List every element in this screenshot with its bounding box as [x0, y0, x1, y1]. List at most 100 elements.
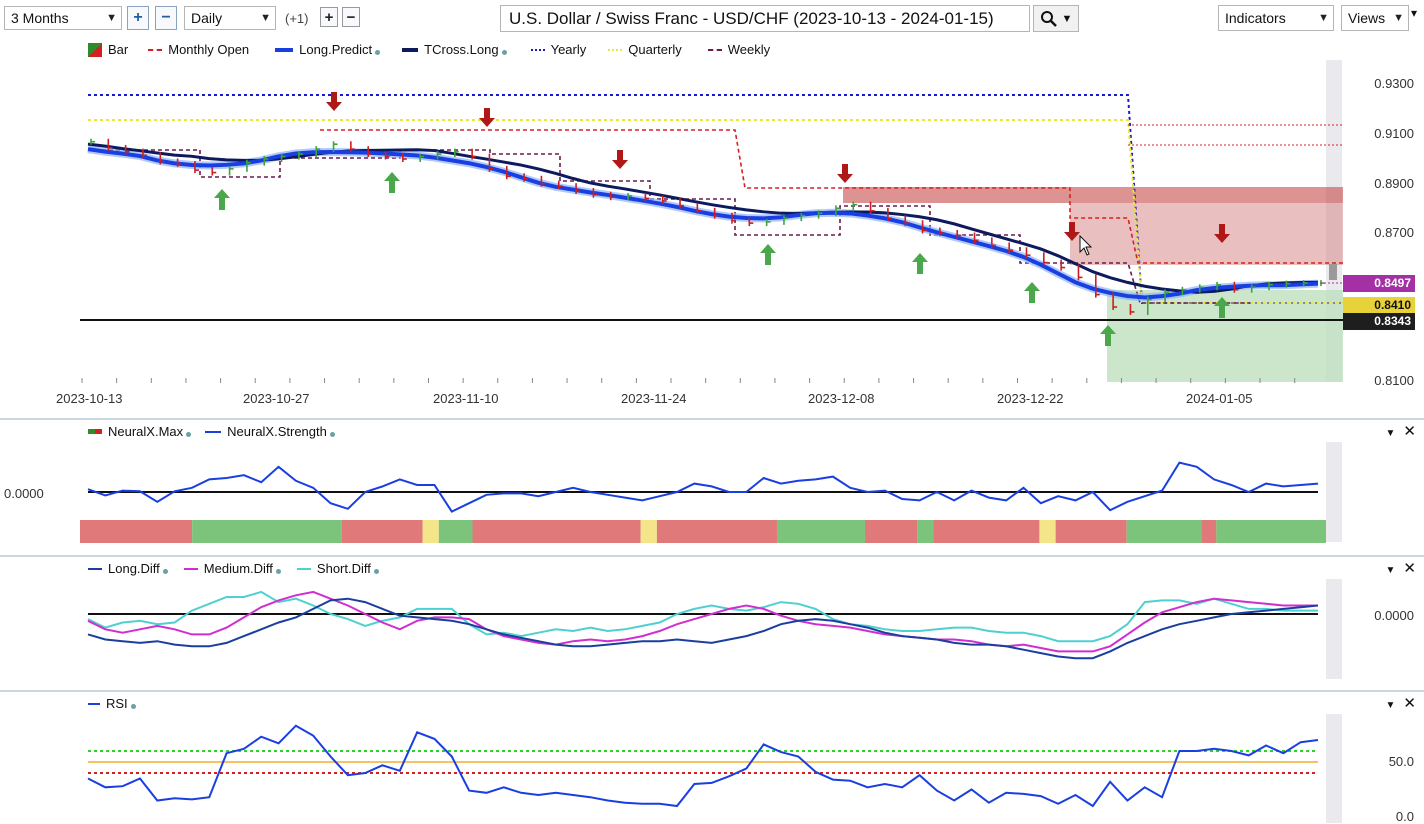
- legend-label: Monthly Open: [168, 42, 250, 57]
- legend-label: Long.Diff: [108, 561, 160, 576]
- long-diff-line: [87, 597, 1319, 660]
- legend-neuralx-strength[interactable]: NeuralX.Strength: [205, 424, 335, 439]
- settings-dot-icon[interactable]: [186, 432, 192, 437]
- line-icon: [88, 702, 100, 705]
- panel-controls: ▼ ✕: [1386, 694, 1416, 712]
- zero-label: 0.0000: [4, 486, 44, 501]
- y-tick-label: 50.0: [1388, 754, 1414, 769]
- rsi-chart[interactable]: [0, 692, 1424, 823]
- y-tick-label: 0.0: [1395, 809, 1414, 824]
- legend-long-predict[interactable]: Long.Predict: [275, 42, 381, 57]
- collapse-icon[interactable]: ▼: [1385, 700, 1396, 711]
- neuralx-max-band: [777, 520, 865, 543]
- price-chart-panel[interactable]: Bar Monthly Open Long.Predict TCross.Lon…: [0, 38, 1424, 418]
- neuralx-max-band: [341, 520, 423, 543]
- settings-dot-icon[interactable]: [130, 704, 136, 709]
- settings-dot-icon[interactable]: [162, 569, 168, 574]
- search-button[interactable]: ▼: [1033, 5, 1079, 32]
- legend-quarterly[interactable]: Quarterly: [608, 42, 682, 57]
- legend-yearly[interactable]: Yearly: [530, 42, 586, 57]
- buy-arrow-icon: [1219, 306, 1225, 318]
- collapse-icon[interactable]: ▼: [1385, 565, 1396, 576]
- line-icon: [183, 567, 198, 570]
- neuralx-max-band: [640, 520, 657, 543]
- last-price-badge: 0.8497: [1343, 275, 1415, 292]
- diff-chart[interactable]: [0, 557, 1424, 690]
- neuralx-max-band: [1039, 520, 1056, 543]
- panel-divider[interactable]: [0, 690, 1424, 692]
- shift-plus-button[interactable]: +: [320, 7, 338, 27]
- chevron-down-icon: ▼: [1393, 12, 1404, 24]
- legend-label: NeuralX.Strength: [227, 424, 327, 439]
- x-date-label: 2023-12-08: [808, 391, 875, 406]
- neuralx-max-band: [192, 520, 342, 543]
- rsi-panel[interactable]: RSI 50.0 0.0 ▼ ✕: [0, 692, 1424, 824]
- panel-divider[interactable]: [0, 418, 1424, 420]
- legend-label: Weekly: [727, 42, 771, 57]
- zoom-out-button[interactable]: −: [155, 6, 177, 30]
- panel-divider[interactable]: [0, 555, 1424, 557]
- diff-panel[interactable]: Long.Diff Medium.Diff Short.Diff 0.0000 …: [0, 557, 1424, 690]
- shift-minus-button[interactable]: −: [342, 7, 360, 27]
- settings-dot-icon[interactable]: [275, 569, 281, 574]
- period-select[interactable]: 3 Months ▼: [4, 6, 122, 30]
- buy-arrow-icon: [765, 253, 771, 265]
- neuralx-strength-line: [87, 461, 1319, 513]
- legend-long-diff[interactable]: Long.Diff: [88, 561, 168, 576]
- collapse-icon[interactable]: ▼: [1385, 428, 1396, 439]
- neuralx-max-band: [422, 520, 439, 543]
- close-icon[interactable]: ✕: [1403, 423, 1416, 440]
- neuralx-chart[interactable]: [0, 420, 1424, 555]
- settings-dot-icon[interactable]: [329, 432, 335, 437]
- line-icon: [205, 430, 222, 433]
- buy-arrow-icon: [1100, 325, 1116, 334]
- legend-monthly-open[interactable]: Monthly Open: [148, 42, 249, 57]
- sell-arrow-icon: [612, 160, 628, 169]
- price-chart[interactable]: [0, 38, 1424, 418]
- close-icon[interactable]: ✕: [1403, 695, 1416, 712]
- settings-dot-icon[interactable]: [501, 50, 507, 55]
- neuralx-max-band: [472, 520, 641, 543]
- indicators-select[interactable]: Indicators ▼: [1218, 5, 1334, 31]
- buy-arrow-icon: [1105, 334, 1111, 346]
- rsi-line: [87, 724, 1319, 808]
- buy-arrow-icon: [912, 253, 928, 262]
- zoom-in-button[interactable]: +: [127, 6, 149, 30]
- buy-arrow-icon: [1214, 297, 1230, 306]
- buy-arrow-icon: [760, 244, 776, 253]
- line-icon: [296, 567, 311, 570]
- medium-diff-line: [87, 590, 1318, 653]
- settings-dot-icon[interactable]: [375, 50, 381, 55]
- legend-label: RSI: [106, 696, 128, 711]
- legend-short-diff[interactable]: Short.Diff: [296, 561, 379, 576]
- legend-medium-diff[interactable]: Medium.Diff: [183, 561, 281, 576]
- weekly-line: [88, 149, 1250, 304]
- settings-dot-icon[interactable]: [373, 569, 379, 574]
- neuralx-max-band: [1126, 520, 1202, 543]
- close-icon[interactable]: ✕: [1403, 560, 1416, 577]
- sell-arrow-icon: [617, 150, 623, 160]
- x-date-label: 2023-12-22: [997, 391, 1064, 406]
- legend-rsi[interactable]: RSI: [88, 696, 136, 711]
- legend-bar[interactable]: Bar: [88, 42, 128, 57]
- legend-tcross-long[interactable]: TCross.Long: [402, 42, 507, 57]
- legend-neuralx-max[interactable]: NeuralX.Max: [88, 424, 192, 439]
- chevron-down-icon: ▼: [106, 12, 117, 24]
- line-icon: [88, 567, 102, 570]
- more-icon[interactable]: ▾: [1411, 6, 1418, 20]
- line-icon: [275, 47, 294, 52]
- symbol-title-field[interactable]: U.S. Dollar / Swiss Franc - USD/CHF (202…: [500, 5, 1030, 32]
- legend-weekly[interactable]: Weekly: [707, 42, 771, 57]
- neuralx-panel[interactable]: NeuralX.Max NeuralX.Strength 0.0000 ▼ ✕: [0, 420, 1424, 555]
- legend-label: Bar: [108, 42, 129, 57]
- views-select[interactable]: Views ▼: [1341, 5, 1409, 31]
- x-date-label: 2023-11-10: [433, 391, 499, 406]
- scroll-gutter: [1326, 442, 1342, 542]
- interval-select[interactable]: Daily ▼: [184, 6, 276, 30]
- scroll-gutter: [1326, 714, 1342, 823]
- neuralx-max-band: [1216, 520, 1326, 543]
- resistance-zone: [843, 187, 1343, 203]
- legend-label: NeuralX.Max: [108, 424, 184, 439]
- tcross-long-line: [87, 142, 1319, 294]
- dotted-line-icon: [530, 48, 545, 51]
